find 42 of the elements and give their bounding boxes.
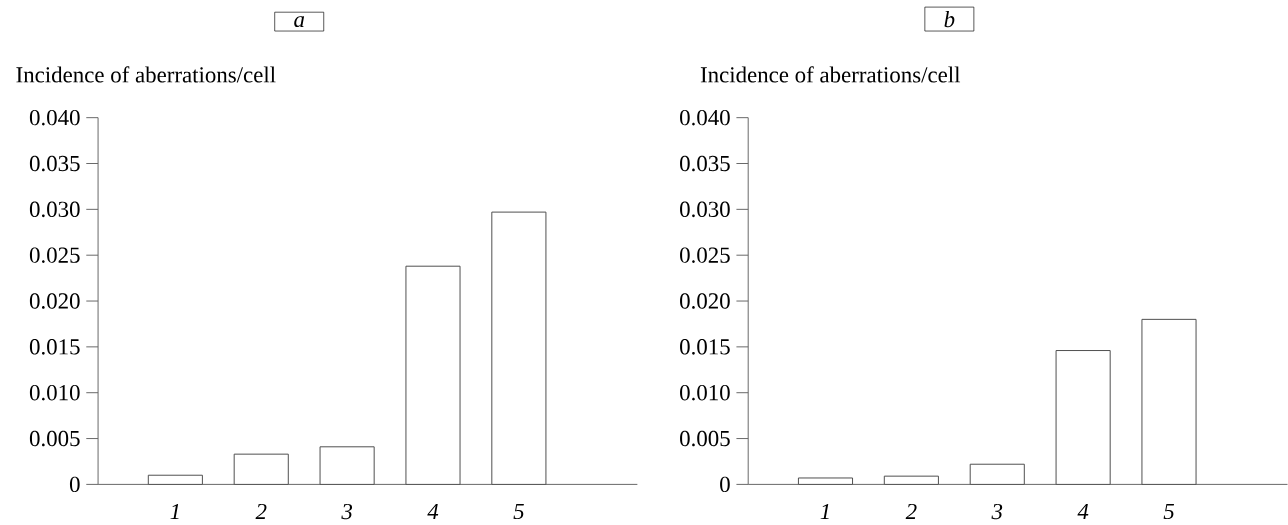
bar xyxy=(1141,319,1197,486)
chart-title: b xyxy=(944,11,955,28)
y-tick-label: 0 xyxy=(69,476,80,493)
bar xyxy=(1055,350,1111,486)
y-tick-label: 0.030 xyxy=(680,201,730,218)
x-tick-label: 5 xyxy=(1163,504,1175,520)
y-tick-label: 0.040 xyxy=(29,110,80,126)
y-tick-label: 0.025 xyxy=(29,247,80,264)
y-tick-label: 0.015 xyxy=(29,339,80,355)
y-tick-label: 0.005 xyxy=(29,430,80,447)
y-tick-label: 0.015 xyxy=(680,339,730,355)
bar xyxy=(883,475,939,486)
y-tick-label: 0.040 xyxy=(680,110,730,126)
x-tick-label: 2 xyxy=(255,504,267,520)
y-tick-label: 0.035 xyxy=(680,155,730,172)
bar xyxy=(405,265,461,486)
x-tick-label: 4 xyxy=(1077,504,1089,520)
bar xyxy=(319,446,375,486)
y-tick-label: 0.010 xyxy=(680,385,730,401)
x-tick-label: 4 xyxy=(427,504,439,520)
x-tick-label: 1 xyxy=(170,504,179,520)
y-tick-label: 0.005 xyxy=(680,430,730,447)
y-tick-label: 0.025 xyxy=(680,247,730,264)
y-tick-label: 0 xyxy=(720,476,730,493)
y-tick-label: 0.030 xyxy=(29,201,80,218)
bar xyxy=(491,211,547,486)
y-tick-label: 0.035 xyxy=(29,155,80,172)
bar xyxy=(147,474,203,486)
y-tick-label: 0.010 xyxy=(29,385,80,401)
bar xyxy=(969,463,1025,486)
x-tick-label: 2 xyxy=(905,504,917,520)
y-axis-title: Incidence of aberrations/cell xyxy=(16,66,276,83)
chart-title: a xyxy=(294,16,305,28)
x-tick-label: 3 xyxy=(341,504,353,520)
x-tick-label: 5 xyxy=(513,504,524,520)
bar xyxy=(797,477,854,486)
y-tick-label: 0.020 xyxy=(680,293,730,309)
x-tick-label: 3 xyxy=(991,504,1003,520)
y-axis-title: Incidence of aberrations/cell xyxy=(700,66,961,83)
bar xyxy=(233,453,289,486)
x-tick-label: 1 xyxy=(820,504,829,520)
y-tick-label: 0.020 xyxy=(29,293,80,309)
